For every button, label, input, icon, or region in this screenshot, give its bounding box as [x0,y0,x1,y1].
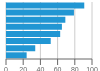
svg-text:0: 0 [8,66,9,71]
svg-text:80: 80 [71,66,79,71]
svg-text:20: 20 [19,66,27,71]
svg-text:100: 100 [86,66,92,71]
svg-text:60: 60 [54,66,62,71]
svg-text:40: 40 [37,66,45,71]
